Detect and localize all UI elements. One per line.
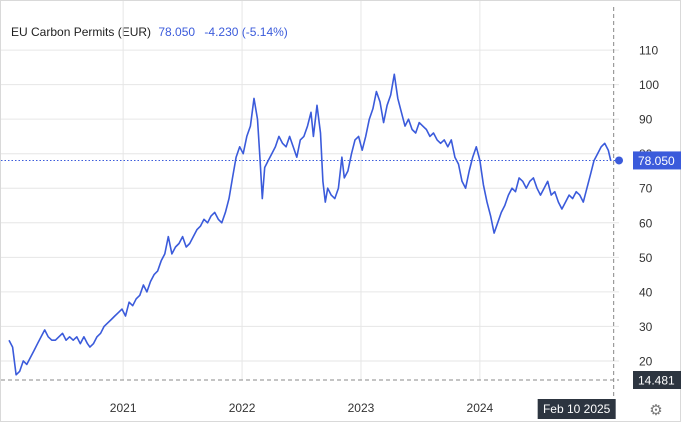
crosshair-value-tag: 14.481: [633, 371, 681, 389]
crosshair-value-tag-text: 14.481: [638, 374, 675, 388]
last-value-tag: 78.050: [633, 151, 681, 170]
y-tick-110: 110: [639, 44, 658, 58]
y-tick-20: 20: [639, 354, 653, 368]
y-axis-labels: 2030405060708090100110: [639, 44, 659, 369]
chart-title: EU Carbon Permits (EUR): [11, 25, 152, 39]
crosshair-date-tag-bg: [537, 399, 616, 419]
x-tick-2023: 2023: [348, 401, 375, 415]
y-tick-50: 50: [639, 251, 653, 265]
crosshair-date-tag: Feb 10 2025: [537, 399, 616, 419]
vertical-gridlines: [122, 1, 481, 380]
last-value-tag-text: 78.050: [638, 154, 675, 168]
crosshair-value-tag-bg: [633, 371, 681, 389]
series-line: [8, 73, 612, 376]
y-tick-70: 70: [639, 182, 653, 196]
last-value-dot: [615, 156, 623, 165]
current-price: 78.050: [158, 25, 196, 39]
price-change: -4.230 (-5.14%): [204, 25, 288, 39]
y-tick-90: 90: [639, 113, 653, 127]
y-tick-60: 60: [639, 216, 653, 230]
gear-icon[interactable]: ⚙: [649, 402, 663, 419]
chart-header: EU Carbon Permits (EUR) 78.050 -4.230 (-…: [11, 25, 288, 39]
last-value-tag-bg: [633, 151, 681, 170]
x-tick-2024: 2024: [467, 401, 494, 415]
x-tick-2022: 2022: [229, 401, 256, 415]
y-tick-30: 30: [639, 320, 653, 334]
y-tick-100: 100: [639, 78, 659, 92]
horizontal-gridlines: [1, 49, 619, 362]
y-tick-40: 40: [639, 285, 653, 299]
x-tick-2021: 2021: [110, 401, 137, 415]
x-axis-labels: 2021 2022 2023 2024: [110, 401, 494, 415]
crosshair-date-tag-text: Feb 10 2025: [543, 402, 611, 416]
